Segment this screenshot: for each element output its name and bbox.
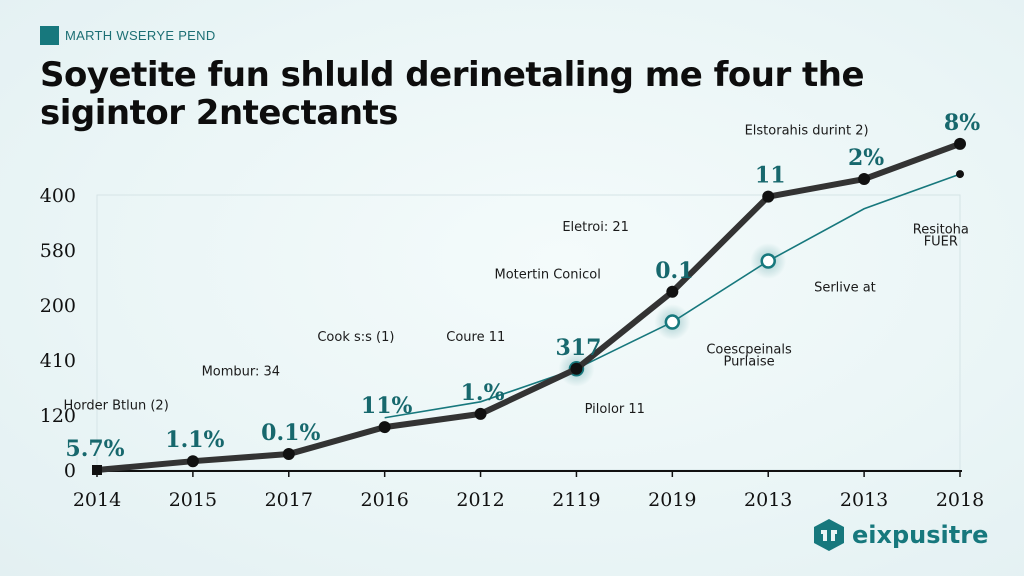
point-data-label: 317: [555, 335, 601, 361]
x-tick-label: 2014: [73, 489, 121, 511]
y-tick-label: 200: [40, 295, 76, 317]
kicker: MARTH WSERYE PEND: [40, 26, 216, 45]
x-tick-label: 2018: [936, 489, 984, 511]
x-tick-label: 2013: [744, 489, 792, 511]
y-tick-label: 400: [40, 185, 76, 207]
cube-logo-icon: [814, 519, 844, 551]
primary-series-point: [474, 407, 487, 420]
plot-frame: [96, 194, 961, 471]
annotation-label: Cook s:s (1): [317, 330, 394, 345]
y-tick-label: 120: [40, 405, 76, 427]
primary-series-point: [570, 362, 583, 375]
annotation-label: Eletroi: 21: [562, 220, 629, 235]
primary-series-point: [282, 448, 295, 461]
annotation-label: Coescpeinals: [706, 342, 792, 357]
primary-series-point: [762, 190, 775, 203]
point-data-label: 11: [755, 163, 786, 189]
point-data-label: 0.1%: [261, 420, 320, 446]
brand-name: eixpusitre: [852, 521, 989, 549]
primary-series-line: [96, 141, 962, 473]
primary-series-point: [378, 421, 391, 434]
annotation-label: Resitoha: [913, 223, 969, 238]
annotation-label: Horder Btlun (2): [64, 399, 169, 414]
x-tick-label: 2013: [840, 489, 888, 511]
y-tick-label: 580: [40, 240, 76, 262]
annotation-label: Pilolor 11: [585, 402, 645, 417]
kicker-text: MARTH WSERYE PEND: [65, 28, 216, 43]
page-title: Soyetite fun shluld derinetaling me four…: [40, 55, 865, 133]
primary-series-point: [92, 465, 102, 475]
kicker-square-icon: [40, 26, 59, 45]
point-data-label: 8%: [944, 110, 980, 136]
annotation-label: Purlaise: [723, 355, 774, 370]
point-data-label: 11%: [361, 393, 413, 419]
annotation-label: Serlive at: [814, 280, 876, 295]
x-tick-label: 2017: [265, 489, 313, 511]
point-data-label: 0.1: [655, 258, 693, 284]
annotation-label: Mombur: 34: [202, 364, 281, 379]
point-data-label: 2%: [848, 145, 884, 171]
primary-series-point: [954, 137, 966, 150]
primary-series-point: [186, 455, 199, 468]
primary-series-point: [666, 285, 679, 298]
annotation-label: Elstorahis durint 2): [745, 124, 869, 139]
x-tick-label: 2119: [552, 489, 600, 511]
x-tick-label: 2019: [648, 489, 696, 511]
secondary-series-point: [760, 253, 776, 269]
point-data-label: 1.1%: [165, 427, 224, 453]
x-tick-label: 2015: [169, 489, 217, 511]
annotation-label: Coure 11: [446, 330, 505, 345]
primary-series-point: [858, 173, 871, 186]
secondary-series-point: [956, 170, 964, 179]
y-tick-label: 0: [64, 460, 76, 482]
point-data-label: 1.%: [461, 380, 505, 406]
annotation-label: FUER: [924, 235, 958, 250]
point-data-label: 5.7%: [65, 436, 124, 462]
secondary-series-point: [664, 314, 681, 330]
brand-logo: eixpusitre: [812, 518, 988, 552]
x-tick-label: 2016: [360, 489, 408, 511]
annotation-label: Motertin Conicol: [495, 268, 601, 283]
y-tick-label: 410: [40, 350, 76, 372]
x-tick-label: 2012: [456, 489, 504, 511]
